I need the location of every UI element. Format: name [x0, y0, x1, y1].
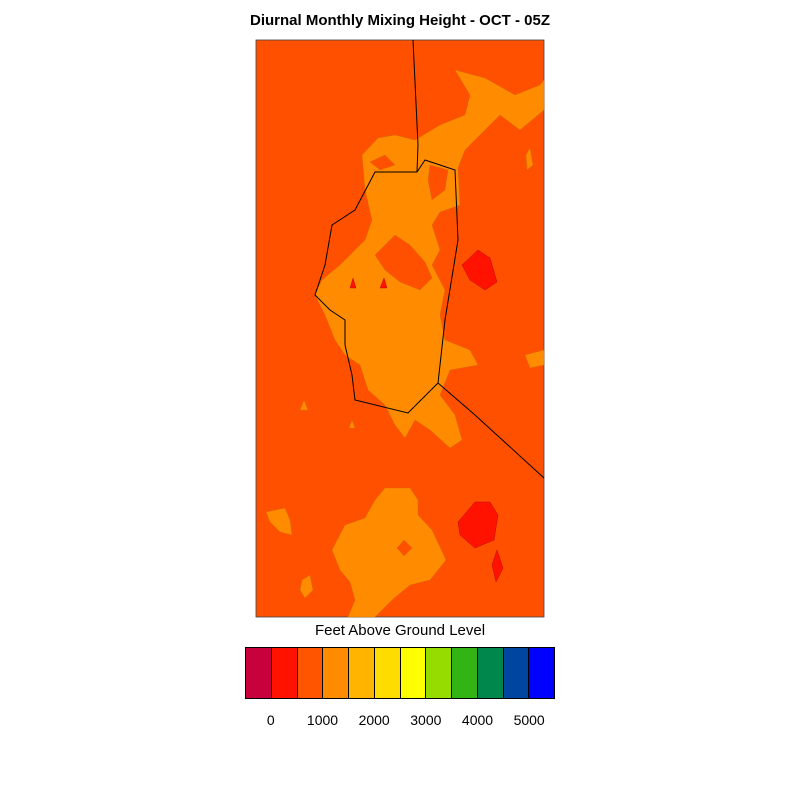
color-scale-tick-label: 0 [266, 712, 275, 728]
color-scale-box [246, 648, 272, 698]
color-scale-box [349, 648, 375, 698]
hole-center [374, 234, 433, 291]
orange-ne-edge [524, 349, 545, 369]
color-scale-tick-label: 4000 [461, 712, 494, 728]
red-speck-1 [349, 277, 357, 289]
chart-title: Diurnal Monthly Mixing Height - OCT - 05… [250, 12, 550, 29]
red-se-patch [457, 501, 499, 549]
state-line-north [412, 39, 419, 173]
basin-boundary [314, 159, 459, 414]
color-scale-tick-label: 2000 [358, 712, 390, 728]
color-scale-box [297, 648, 324, 698]
color-scale-box [503, 648, 530, 698]
low-band-regions [349, 249, 504, 583]
orange-sw-patch [265, 507, 293, 536]
red-east-patch [461, 249, 498, 291]
color-scale-box [452, 648, 478, 698]
orange-south-region [331, 487, 447, 618]
legend-label: Feet Above Ground Level [314, 622, 486, 639]
color-scale-bar [245, 647, 555, 699]
hole-north [369, 154, 396, 171]
color-scale-box [323, 648, 349, 698]
boundary-lines [314, 39, 545, 479]
state-line-se [437, 382, 545, 479]
color-scale-box [426, 648, 452, 698]
hole-east-notch [427, 164, 449, 201]
hole-south [396, 539, 413, 557]
color-scale-box [374, 648, 401, 698]
color-scale-box [400, 648, 427, 698]
color-scale-tick-label: 3000 [410, 712, 442, 728]
color-scale-tick-label: 5000 [513, 712, 545, 728]
orange-sw-speck [299, 574, 314, 599]
orange-mid-speck-2 [348, 419, 356, 429]
mid-band-regions [265, 69, 545, 618]
red-se-speck [491, 549, 504, 583]
color-scale-box [529, 648, 554, 698]
orange-ne-speck [525, 147, 534, 171]
color-scale-tick-label: 1000 [306, 712, 339, 728]
red-speck-2 [379, 277, 388, 289]
orange-mid-speck [299, 399, 309, 411]
color-scale-box [477, 648, 504, 698]
color-scale-box [271, 648, 298, 698]
inner-holes [369, 154, 449, 557]
central-orange-region [314, 69, 545, 449]
